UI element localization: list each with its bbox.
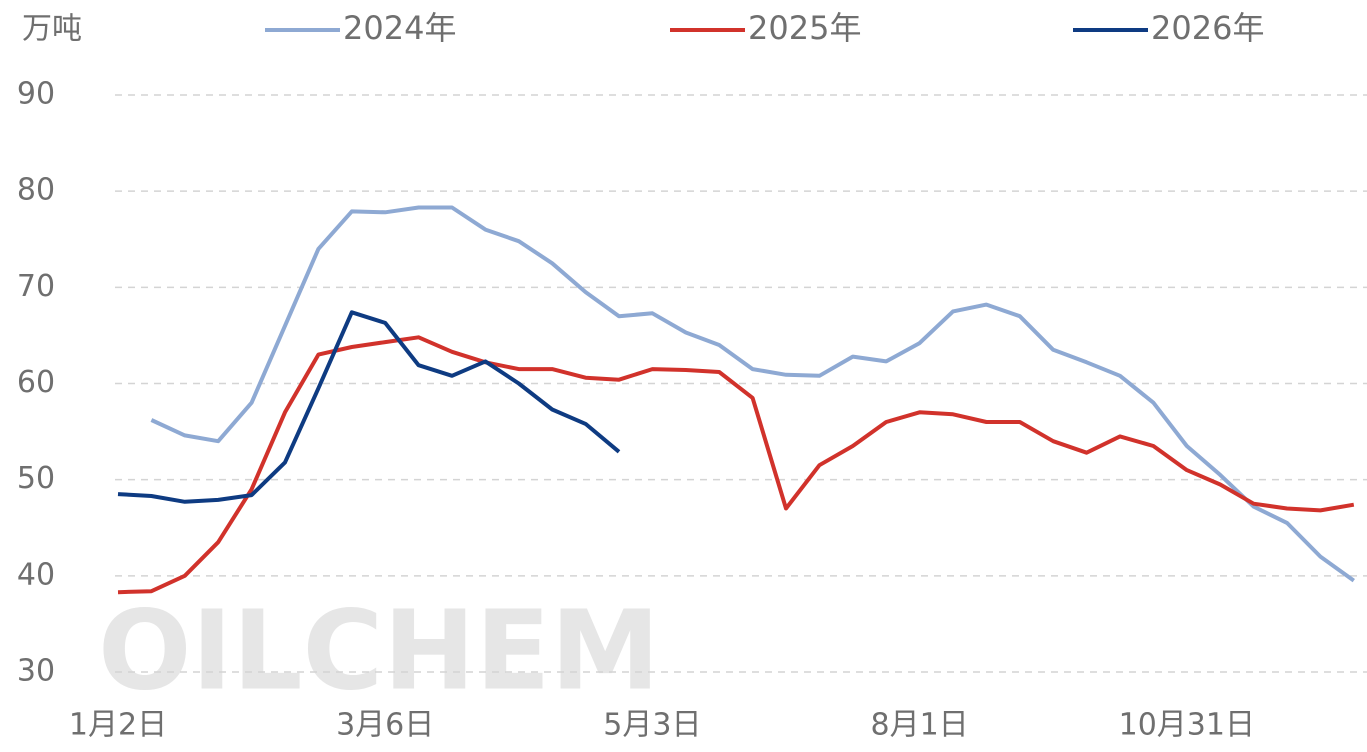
x-tick-label: 3月6日 [336, 708, 434, 743]
y-tick-label: 80 [17, 173, 55, 208]
unit-label: 万吨 [22, 12, 82, 47]
watermark: OILCHEM [98, 586, 660, 714]
y-tick-label: 90 [17, 77, 55, 112]
x-tick-label: 1月2日 [69, 708, 167, 743]
x-tick-label: 5月3日 [603, 708, 701, 743]
legend-label: 2026年 [1151, 9, 1264, 47]
series-line [117, 310, 621, 504]
y-tick-label: 50 [17, 461, 55, 496]
y-tick-label: 60 [17, 365, 55, 400]
series-line [117, 335, 1355, 595]
legend-label: 2025年 [748, 9, 861, 47]
y-tick-label: 40 [17, 557, 55, 592]
x-tick-label: 8月1日 [871, 708, 969, 743]
y-tick-label: 30 [17, 654, 55, 689]
legend-label: 2024年 [343, 9, 456, 47]
series-line [150, 205, 1355, 583]
y-tick-label: 70 [17, 269, 55, 304]
x-tick-label: 10月31日 [1119, 708, 1255, 743]
